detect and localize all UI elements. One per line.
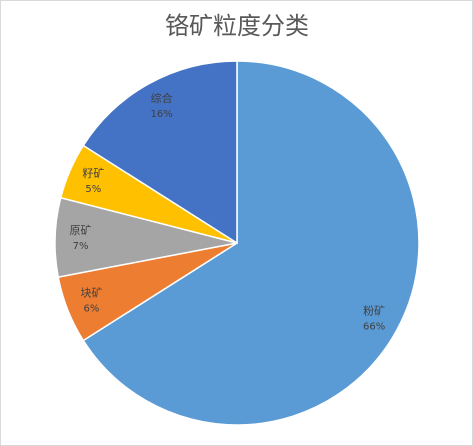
slice-label: 块矿 [80, 287, 102, 300]
slice-label: 综合 [151, 91, 173, 105]
slice-value-label: 7% [73, 241, 89, 252]
pie-slice [82, 60, 420, 426]
slice-label: 原矿 [70, 224, 92, 237]
chart-title: 铬矿粒度分类 [165, 12, 309, 40]
slice-label: 籽矿 [82, 167, 104, 180]
slice-value-label: 66% [363, 321, 385, 332]
slice-label: 粉矿 [363, 304, 385, 317]
slice-value-label: 16% [150, 109, 172, 120]
slice-value-label: 5% [85, 184, 101, 195]
slice-value-label: 6% [84, 304, 100, 315]
pie-slice [82, 60, 238, 245]
